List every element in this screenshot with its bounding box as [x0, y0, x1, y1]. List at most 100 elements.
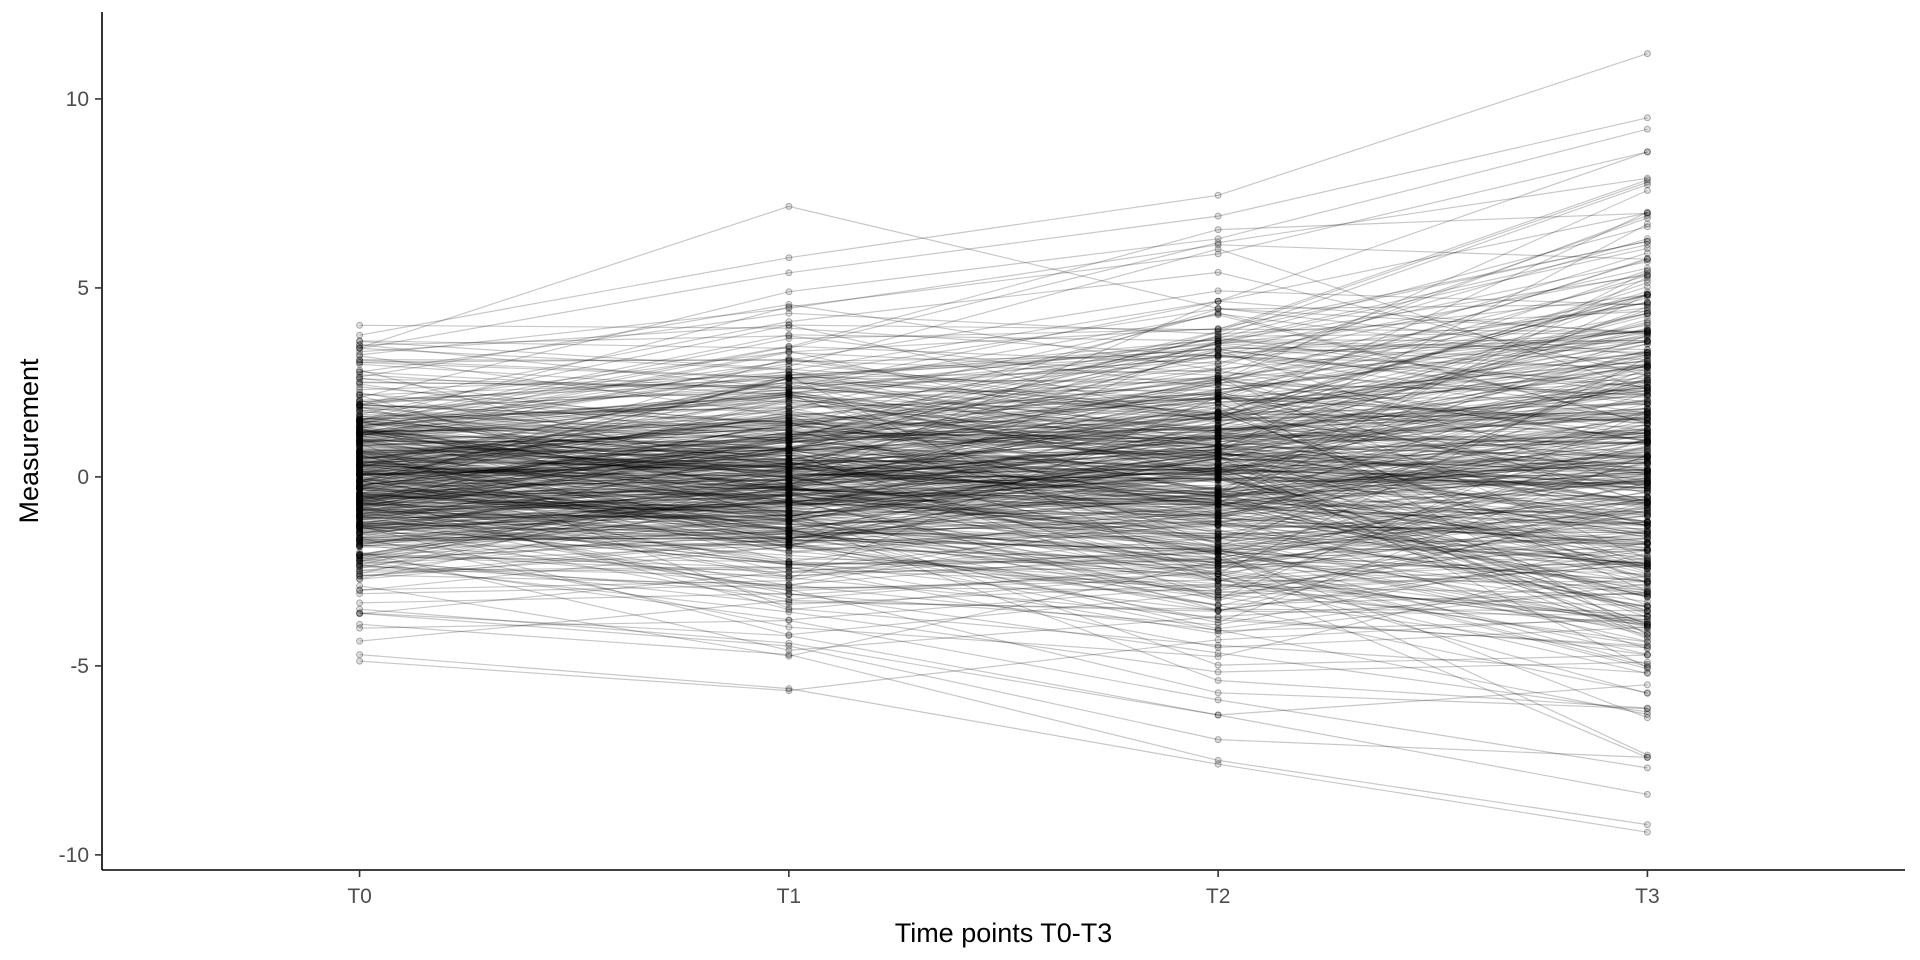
subject-line [359, 418, 1648, 484]
data-point [356, 504, 364, 511]
subject-line [359, 458, 1648, 497]
data-point [356, 479, 364, 487]
data-point [1214, 466, 1222, 474]
data-point [1214, 487, 1222, 495]
data-point [1214, 415, 1222, 423]
data-point [1214, 394, 1222, 402]
subject-line [359, 429, 1648, 569]
data-point [356, 624, 364, 632]
data-point [356, 551, 364, 559]
data-point [356, 396, 364, 404]
subject-points [356, 50, 1651, 836]
data-point [785, 304, 793, 312]
data-point [356, 344, 364, 352]
data-point [785, 368, 793, 376]
data-point [1643, 552, 1651, 560]
data-point [1643, 610, 1651, 618]
data-point [356, 512, 364, 520]
subject-line [359, 348, 1648, 468]
data-point [1214, 587, 1222, 595]
data-point [785, 525, 793, 533]
data-point [1214, 340, 1222, 348]
subject-line [359, 482, 1648, 541]
subject-line [359, 450, 1648, 591]
data-point [785, 509, 793, 516]
data-point [356, 432, 364, 440]
data-point [785, 473, 793, 481]
data-point [785, 539, 793, 547]
data-point [1643, 429, 1651, 437]
data-point [1643, 574, 1651, 582]
data-point [356, 418, 364, 426]
data-point [1643, 570, 1651, 578]
data-point [356, 495, 364, 503]
data-point [785, 444, 793, 451]
subject-line [359, 479, 1648, 489]
data-point [356, 528, 364, 536]
subject-line [359, 503, 1648, 564]
subject-line [359, 432, 1648, 515]
data-point [356, 422, 364, 430]
data-point [1214, 537, 1222, 545]
data-point [356, 533, 364, 541]
data-point [785, 405, 793, 413]
data-point [356, 495, 364, 503]
data-point [1643, 387, 1651, 395]
subject-line [359, 336, 1648, 427]
data-point [356, 530, 364, 538]
data-point [356, 408, 364, 416]
data-point [1643, 362, 1651, 370]
subject-line [359, 492, 1648, 580]
subject-line [359, 211, 1648, 424]
data-point [785, 512, 793, 520]
data-point [356, 534, 364, 542]
data-point [1643, 501, 1651, 509]
data-point [1214, 616, 1222, 624]
data-point [1214, 412, 1222, 420]
data-point [785, 523, 793, 531]
data-point [785, 447, 793, 455]
data-point [1214, 448, 1222, 456]
data-point [1643, 468, 1651, 476]
data-point [785, 370, 793, 378]
data-point [1214, 497, 1222, 505]
subject-line [359, 411, 1648, 570]
subject-line [359, 421, 1648, 613]
data-point [1214, 560, 1222, 568]
data-point [1214, 490, 1222, 498]
data-point [1643, 370, 1651, 378]
subject-line [359, 496, 1648, 539]
data-point [1214, 449, 1222, 457]
data-point [1643, 303, 1651, 311]
data-point [1643, 603, 1651, 611]
subject-line [359, 392, 1648, 440]
data-point [356, 425, 364, 433]
data-point [1643, 440, 1651, 448]
data-point [1214, 310, 1222, 318]
data-point [1214, 398, 1222, 406]
data-point [1214, 442, 1222, 450]
data-point [785, 425, 793, 433]
data-point [1643, 511, 1651, 519]
data-point [1214, 372, 1222, 380]
data-point [1214, 445, 1222, 453]
subject-line [359, 377, 1648, 519]
data-point [785, 432, 793, 440]
data-point [1643, 349, 1651, 357]
data-point [1643, 616, 1651, 624]
data-point [356, 440, 364, 447]
data-point [356, 469, 364, 477]
data-point [785, 490, 793, 498]
data-point [1214, 442, 1222, 450]
y-axis-title: Measurement [14, 358, 44, 524]
data-point [356, 541, 364, 548]
data-point [356, 477, 364, 485]
data-point [785, 343, 793, 351]
data-point [785, 473, 793, 481]
data-point [785, 495, 793, 503]
data-point [785, 488, 793, 496]
data-point [1214, 443, 1222, 451]
data-point [1214, 497, 1222, 505]
y-tick-label: 10 [66, 88, 89, 111]
data-point [1643, 489, 1651, 497]
